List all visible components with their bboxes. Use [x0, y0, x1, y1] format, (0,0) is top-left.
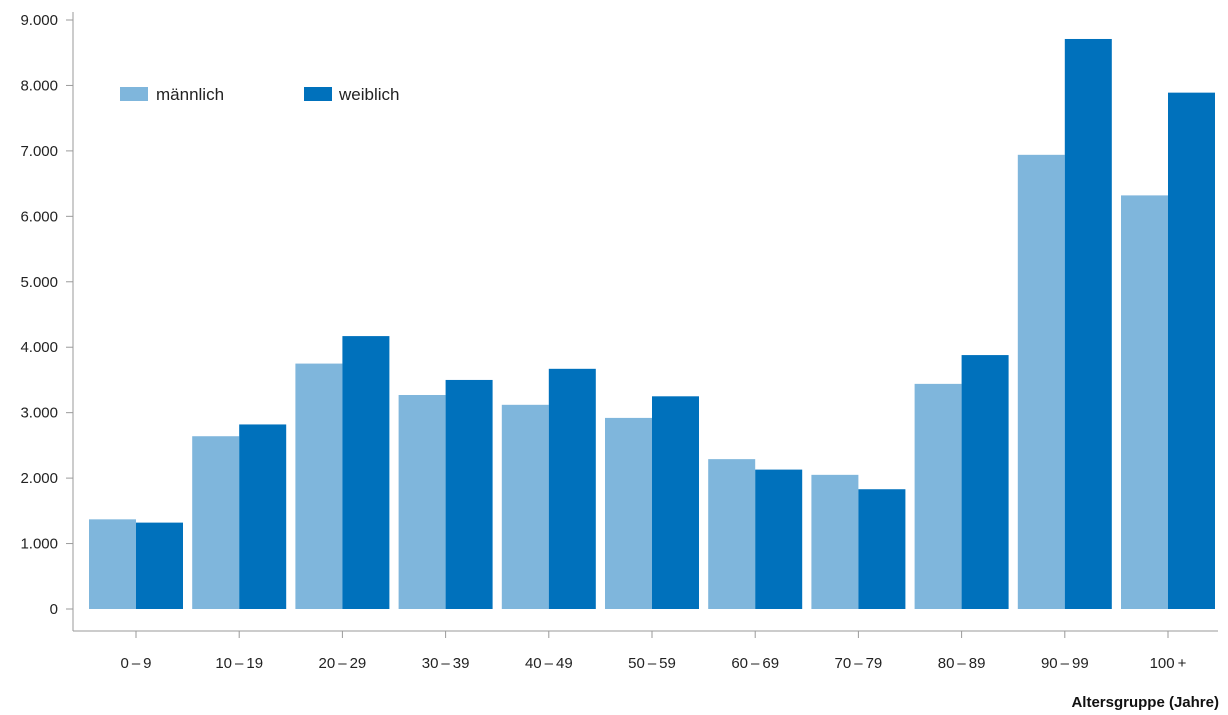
bar-weiblich	[1168, 92, 1215, 610]
bar-weiblich	[652, 396, 699, 609]
legend-swatch-weiblich	[304, 87, 332, 101]
bar-maennlich	[1121, 195, 1168, 609]
bar-weiblich	[239, 424, 287, 609]
bar-maennlich	[501, 404, 549, 609]
y-tick-label: 9.000	[20, 12, 58, 29]
x-axis: 0 – 9 10 – 19 20 – 29 30 – 39 40 – 49 50 – 59…	[73, 630, 1218, 672]
x-tick-label: 20 – 29	[319, 655, 367, 672]
bar-maennlich	[605, 417, 652, 609]
x-axis-title: Altersgruppe (Jahre)	[1071, 694, 1219, 711]
legend-swatch-maennlich	[120, 87, 148, 101]
x-tick-label: 10 – 19	[215, 655, 263, 672]
y-tick-label: 7.000	[20, 143, 58, 160]
bar-maennlich	[708, 459, 756, 609]
bar-maennlich	[1017, 154, 1065, 609]
bar-weiblich	[961, 355, 1009, 609]
bar-weiblich	[136, 522, 183, 609]
bar-weiblich	[342, 336, 390, 609]
y-tick-label: 6.000	[20, 208, 58, 225]
y-tick-label: 2.000	[20, 470, 58, 487]
y-axis: 0 1.000 2.000 3.000 4.000 5.000 6.000 7.000 8.00…	[20, 12, 74, 631]
bar-maennlich	[192, 436, 240, 609]
y-tick-label: 8.000	[20, 77, 58, 94]
bar-maennlich	[89, 519, 136, 609]
y-tick-label: 1.000	[20, 536, 58, 553]
bar-weiblich	[445, 379, 493, 609]
bar-maennlich	[914, 383, 962, 609]
x-tick-label: 100 +	[1150, 655, 1187, 672]
bar-maennlich	[811, 474, 859, 609]
x-tick-label: 30 – 39	[422, 655, 470, 672]
legend: männlich weiblich	[120, 85, 399, 104]
x-tick-label: 60 – 69	[731, 655, 779, 672]
x-tick-label: 70 – 79	[835, 655, 883, 672]
x-tick-label: 80 – 89	[938, 655, 986, 672]
y-tick-label: 5.000	[20, 274, 58, 291]
bar-weiblich	[1064, 38, 1112, 610]
x-tick-label: 90 – 99	[1041, 655, 1089, 672]
x-tick-label: 40 – 49	[525, 655, 573, 672]
bar-maennlich	[398, 394, 446, 609]
bar-maennlich	[295, 363, 343, 609]
x-tick-label: 0 – 9	[120, 655, 151, 672]
bars	[89, 38, 1215, 610]
bar-weiblich	[548, 368, 596, 609]
bar-weiblich	[858, 489, 906, 609]
y-tick-label: 4.000	[20, 339, 58, 356]
legend-label-weiblich: weiblich	[338, 85, 399, 104]
bar-weiblich	[755, 469, 803, 609]
y-tick-label: 3.000	[20, 405, 58, 422]
legend-label-maennlich: männlich	[156, 85, 224, 104]
y-tick-label: 0	[50, 601, 58, 618]
x-tick-label: 50 – 59	[628, 655, 676, 672]
